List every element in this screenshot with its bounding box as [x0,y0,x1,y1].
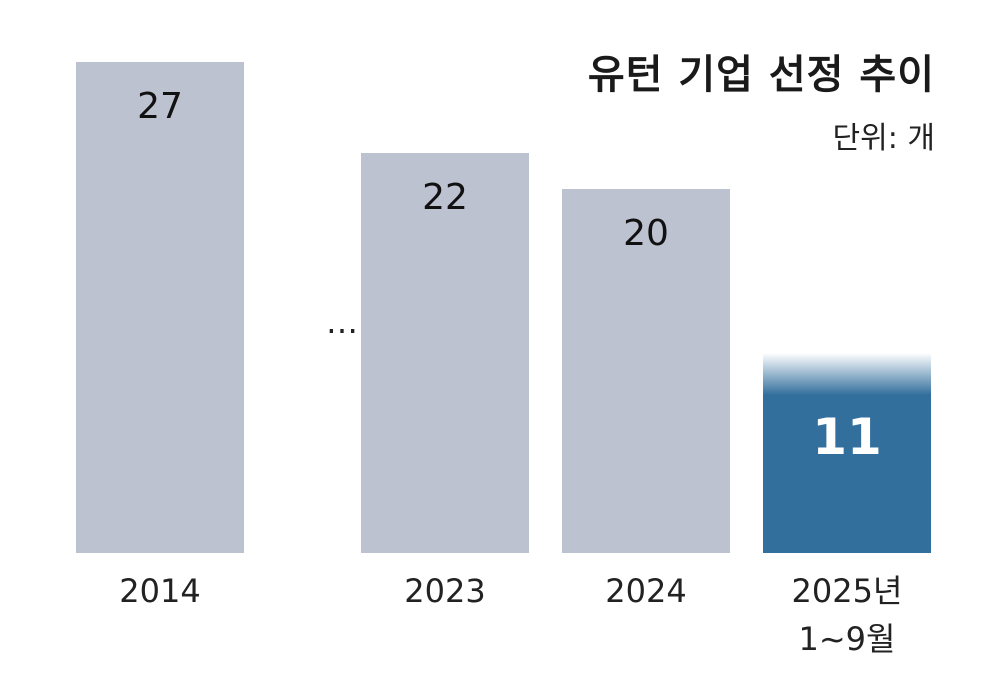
x-tick-label: 2023 [404,572,486,610]
gap-marker: … [326,303,358,341]
value-label: 11 [812,407,882,466]
chart-title: 유턴 기업 선정 추이 [587,52,935,98]
value-label: 27 [137,86,183,127]
bar [76,62,244,553]
value-label: 22 [422,176,468,218]
bar [763,352,931,553]
bar [361,152,529,553]
value-label: 20 [623,213,669,255]
x-tick-label: 2025년 1~9월 [791,572,903,658]
x-tick-label: 2024 [605,572,687,610]
x-tick-label: 2014 [119,572,201,610]
bar [562,189,730,553]
chart-subtitle: 단위: 개 [832,121,935,156]
